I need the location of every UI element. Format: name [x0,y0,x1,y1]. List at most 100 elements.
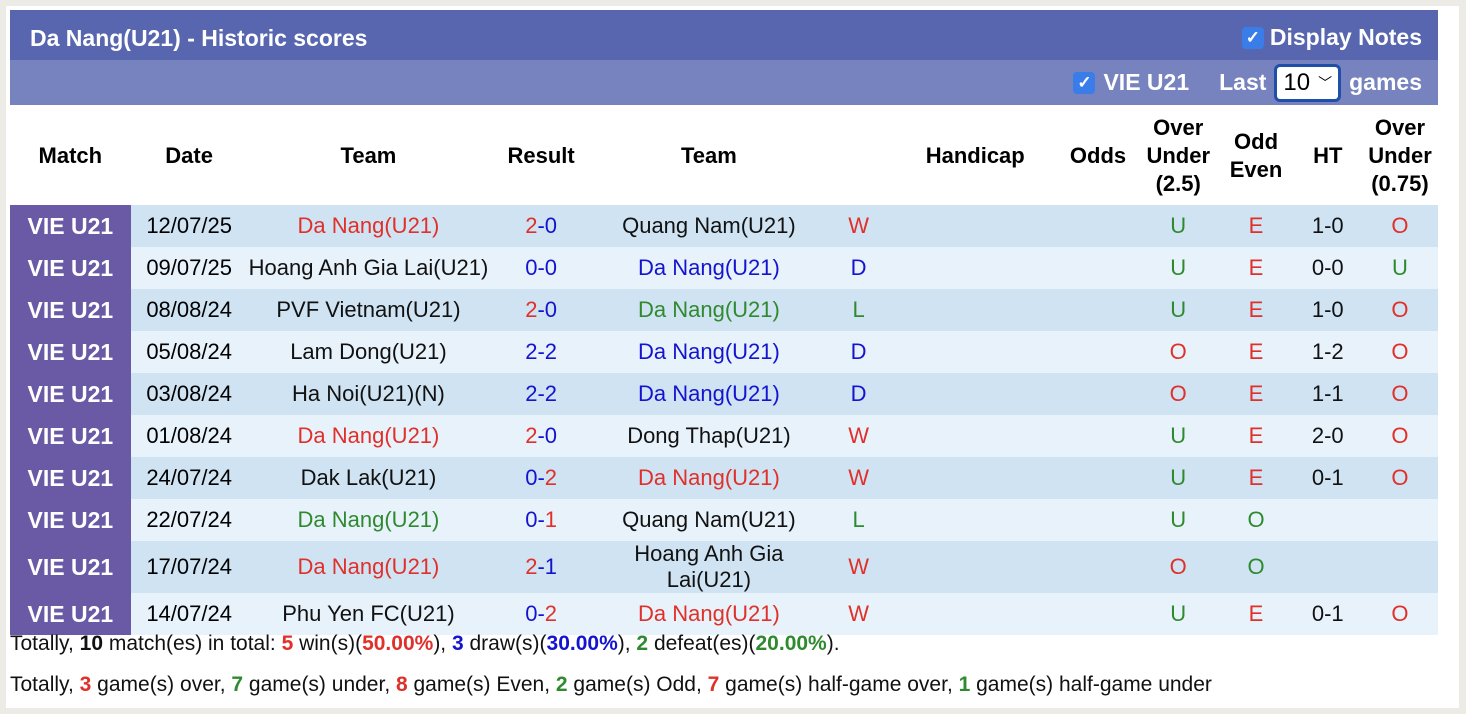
away-score: 2 [544,465,558,490]
home-team[interactable]: Lam Dong(U21) [247,331,490,373]
home-score: 2 [525,423,538,448]
over-under-cell: O [1137,541,1219,593]
table-row[interactable]: VIE U21 24/07/24 Dak Lak(U21) 0-2 Da Nan… [10,457,1438,499]
date-cell: 24/07/24 [130,457,248,499]
score-separator: - [537,213,545,238]
away-team[interactable]: Da Nang(U21) [592,247,825,289]
summary-text: Totally, [10,673,80,696]
handicap-cell [892,205,1059,247]
home-team[interactable]: Ha Noi(U21)(N) [247,373,490,415]
odds-cell [1058,331,1138,373]
over-under-cell: U [1137,205,1219,247]
summary-text: 50.00% [362,632,434,655]
odds-cell [1058,415,1138,457]
outcome-cell: W [824,593,893,635]
home-team[interactable]: PVF Vietnam(U21) [247,289,490,331]
display-notes-toggle[interactable]: ✓ Display Notes [1241,24,1422,51]
date-cell: 14/07/24 [130,593,248,635]
table-row[interactable]: VIE U21 17/07/24 Da Nang(U21) 2-1 Hoang … [10,541,1438,593]
away-team[interactable]: Da Nang(U21) [592,289,825,331]
odd-even-cell: E [1218,247,1294,289]
column-header: Over Under (2.5) [1146,114,1211,196]
over-under-cell: U [1137,457,1219,499]
odds-cell [1058,247,1138,289]
league-cell[interactable]: VIE U21 [10,457,131,499]
halftime-over-under-cell: O [1361,289,1438,331]
over-under-cell: U [1137,415,1219,457]
away-team[interactable]: Hoang Anh Gia Lai(U21) [592,541,825,593]
league-cell[interactable]: VIE U21 [10,289,131,331]
summary-text: Totally, [10,632,80,655]
outcome-cell: W [824,457,893,499]
handicap-cell [892,373,1059,415]
last-label: Last [1219,69,1267,95]
league-cell[interactable]: VIE U21 [10,541,131,593]
score-separator: - [537,297,545,322]
summary-text: game(s) half-game under [970,673,1212,696]
home-team[interactable]: Phu Yen FC(U21) [247,593,490,635]
halftime-cell [1293,541,1362,593]
odd-even-cell: E [1218,331,1294,373]
halftime-cell: 1-0 [1293,205,1362,247]
games-count-select[interactable]: 10 ﹀ [1274,63,1342,102]
table-row[interactable]: VIE U21 22/07/24 Da Nang(U21) 0-1 Quang … [10,499,1438,541]
table-row[interactable]: VIE U21 01/08/24 Da Nang(U21) 2-0 Dong T… [10,415,1438,457]
away-team[interactable]: Dong Thap(U21) [592,415,825,457]
home-team[interactable]: Da Nang(U21) [247,541,490,593]
home-team[interactable]: Da Nang(U21) [247,205,490,247]
table-row[interactable]: VIE U21 14/07/24 Phu Yen FC(U21) 0-2 Da … [10,593,1438,635]
away-team[interactable]: Da Nang(U21) [592,593,825,635]
home-score: 2 [525,554,538,579]
league-cell[interactable]: VIE U21 [10,593,131,635]
away-team[interactable]: Da Nang(U21) [592,331,825,373]
halftime-cell: 1-2 [1293,331,1362,373]
league-cell[interactable]: VIE U21 [10,331,131,373]
home-score: 0 [525,507,538,532]
away-team[interactable]: Da Nang(U21) [592,457,825,499]
handicap-cell [892,499,1059,541]
summary-text: ), [433,632,452,655]
table-row[interactable]: VIE U21 05/08/24 Lam Dong(U21) 2-2 Da Na… [10,331,1438,373]
table-row[interactable]: VIE U21 08/08/24 PVF Vietnam(U21) 2-0 Da… [10,289,1438,331]
column-header: Result [507,142,575,168]
summary-text: 3 [79,673,92,696]
away-team[interactable]: Da Nang(U21) [592,373,825,415]
league-cell[interactable]: VIE U21 [10,373,131,415]
handicap-cell [892,593,1059,635]
games-count-value: 10 [1283,68,1311,96]
result-cell: 2-1 [489,541,593,593]
league-cell[interactable]: VIE U21 [10,247,131,289]
date-cell: 03/08/24 [130,373,248,415]
table-row[interactable]: VIE U21 12/07/25 Da Nang(U21) 2-0 Quang … [10,205,1438,247]
halftime-over-under-cell [1361,499,1438,541]
halftime-over-under-cell: O [1361,373,1438,415]
panel-title: Da Nang(U21) - Historic scores [30,25,368,51]
outcome-cell: W [824,415,893,457]
league-cell[interactable]: VIE U21 [10,415,131,457]
league-cell[interactable]: VIE U21 [10,205,131,247]
odds-cell [1058,457,1138,499]
home-team[interactable]: Da Nang(U21) [247,415,490,457]
home-team[interactable]: Hoang Anh Gia Lai(U21) [247,247,490,289]
home-score: 0 [525,465,538,490]
filter-bar: ✓ VIE U21 Last 10 ﹀ games [10,60,1438,105]
table-row[interactable]: VIE U21 03/08/24 Ha Noi(U21)(N) 2-2 Da N… [10,373,1438,415]
table-row[interactable]: VIE U21 09/07/25 Hoang Anh Gia Lai(U21) … [10,247,1438,289]
summary-text: 2 [555,673,568,696]
summary-text: 7 [231,673,244,696]
score-separator: - [537,465,545,490]
handicap-cell [892,247,1059,289]
league-cell[interactable]: VIE U21 [10,499,131,541]
home-team[interactable]: Da Nang(U21) [247,499,490,541]
league-filter-checkbox[interactable]: ✓ [1073,71,1096,94]
odd-even-cell: O [1218,499,1294,541]
odds-cell [1058,373,1138,415]
away-team[interactable]: Quang Nam(U21) [592,205,825,247]
column-header: HT [1313,142,1343,168]
checkbox-checked-icon[interactable]: ✓ [1241,26,1264,49]
summary-text: 5 [281,632,294,655]
away-score: 0 [544,255,558,280]
away-score: 2 [544,339,558,364]
away-team[interactable]: Quang Nam(U21) [592,499,825,541]
home-team[interactable]: Dak Lak(U21) [247,457,490,499]
